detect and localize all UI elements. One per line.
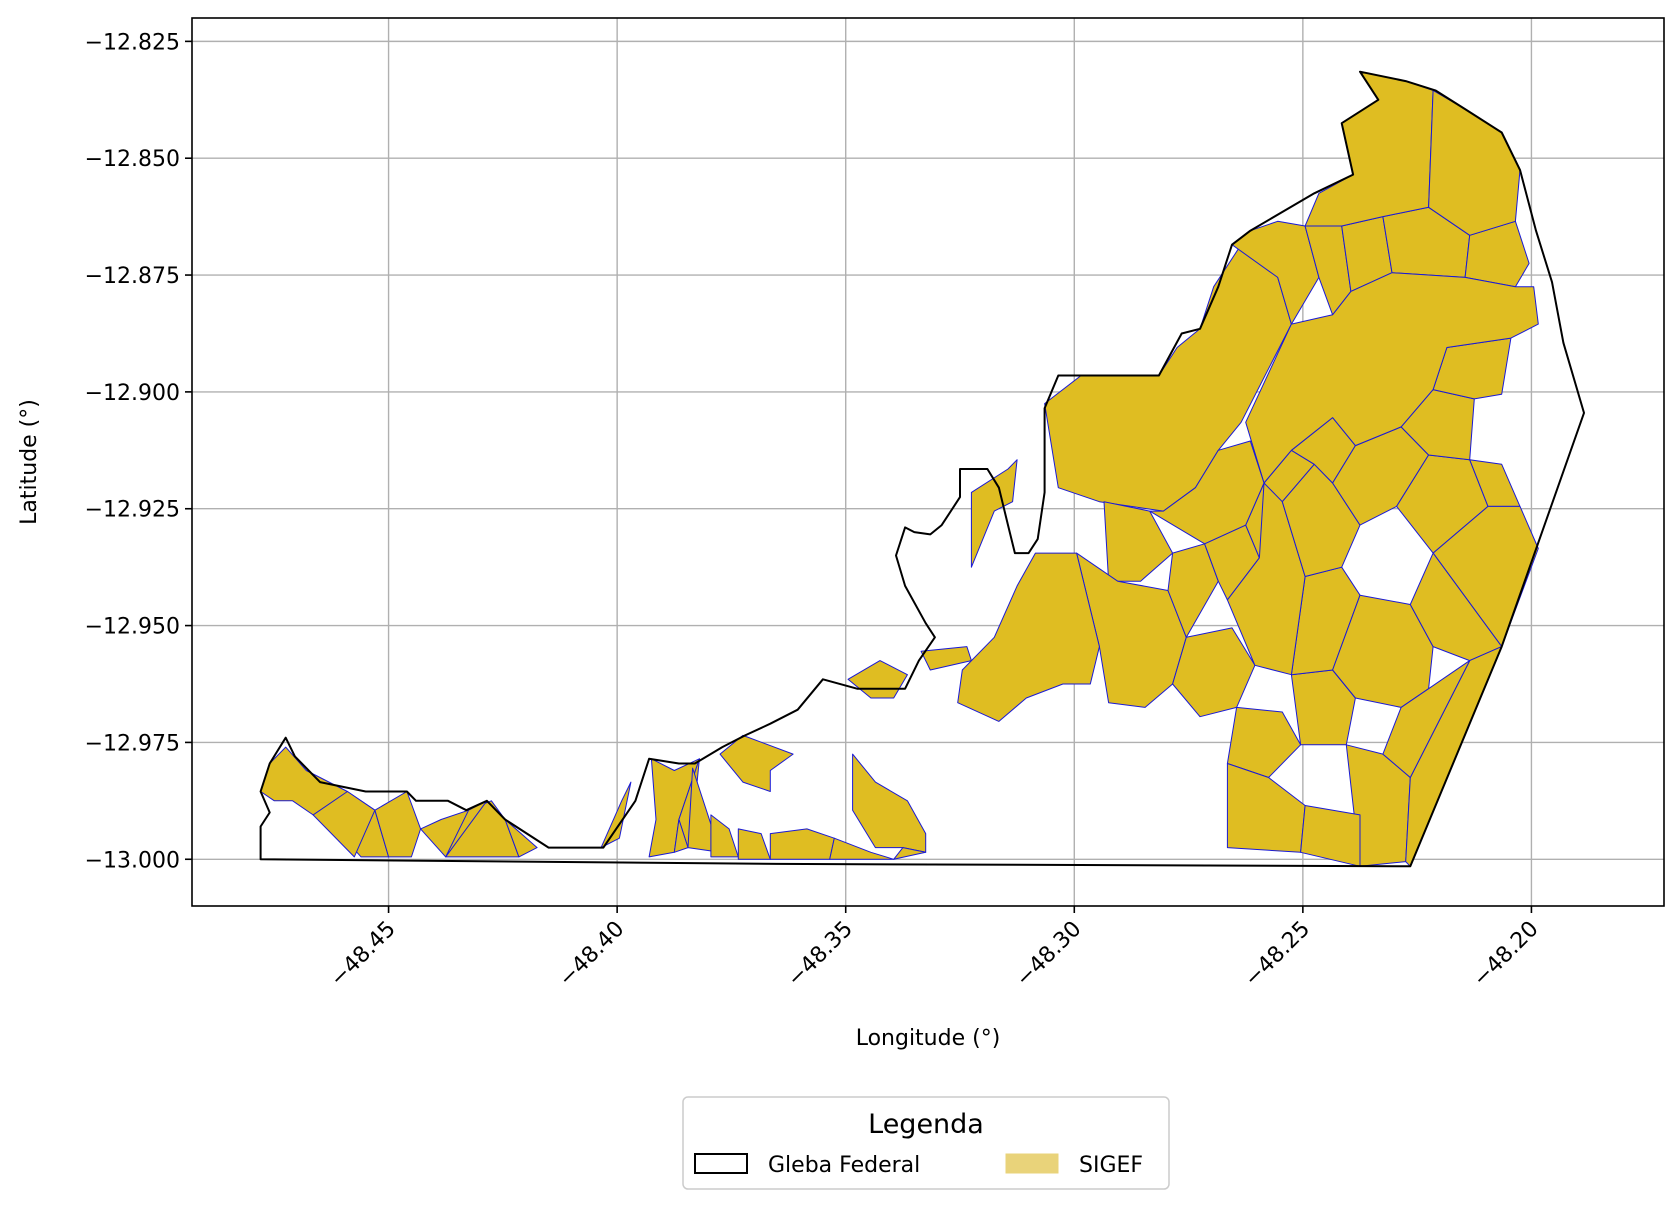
gleba-federal-layer (259, 70, 1585, 868)
y-tick-label-7: −13.000 (85, 848, 180, 873)
sigef-parcel-17 (893, 847, 927, 860)
legend-label-gleba-federal: Gleba Federal (768, 1153, 920, 1178)
sigef-parcel-2 (374, 791, 422, 858)
legend-title: Legenda (868, 1109, 984, 1140)
y-tick-label-6: −12.975 (85, 731, 180, 756)
sigef-parcel-11 (719, 734, 794, 792)
gleba-federal-boundary-0 (259, 70, 1585, 868)
axes-frame (191, 17, 1665, 907)
sigef-parcel-22 (1103, 501, 1174, 582)
legend: Legenda Gleba Federal SIGEF (682, 1096, 1170, 1190)
sigef-parcel-47 (1382, 660, 1471, 778)
legend-label-sigef: SIGEF (1079, 1153, 1143, 1178)
sigef-parcel-26 (1167, 543, 1219, 638)
sigef-parcel-56 (1149, 440, 1265, 545)
x-axis-label: Longitude (°) (856, 1026, 1001, 1051)
sigef-layer (260, 71, 1539, 867)
sigef-parcel-20 (970, 459, 1018, 568)
y-tick-label-5: −12.950 (85, 615, 180, 640)
sigef-parcel-29 (1226, 706, 1302, 778)
y-tick-label-2: −12.875 (85, 264, 180, 289)
map-layers (259, 70, 1585, 868)
y-axis-ticks: −12.825 −12.850 −12.875 −12.900 −12.925 −12.9… (85, 30, 192, 873)
y-tick-label-3: −12.900 (85, 381, 180, 406)
sigef-parcel-4 (504, 819, 538, 858)
legend-swatch-sigef (1005, 1153, 1059, 1174)
y-tick-label-4: −12.925 (85, 498, 180, 523)
legend-swatch-gleba-federal (694, 1153, 748, 1174)
y-axis-label: Latitude (°) (17, 399, 42, 525)
sigef-parcel-9 (673, 819, 689, 853)
y-tick-label-1: −12.850 (85, 147, 180, 172)
sigef-parcel-24 (957, 552, 1100, 722)
sigef-parcel-6 (600, 781, 632, 849)
y-tick-label-0: −12.825 (85, 30, 180, 55)
